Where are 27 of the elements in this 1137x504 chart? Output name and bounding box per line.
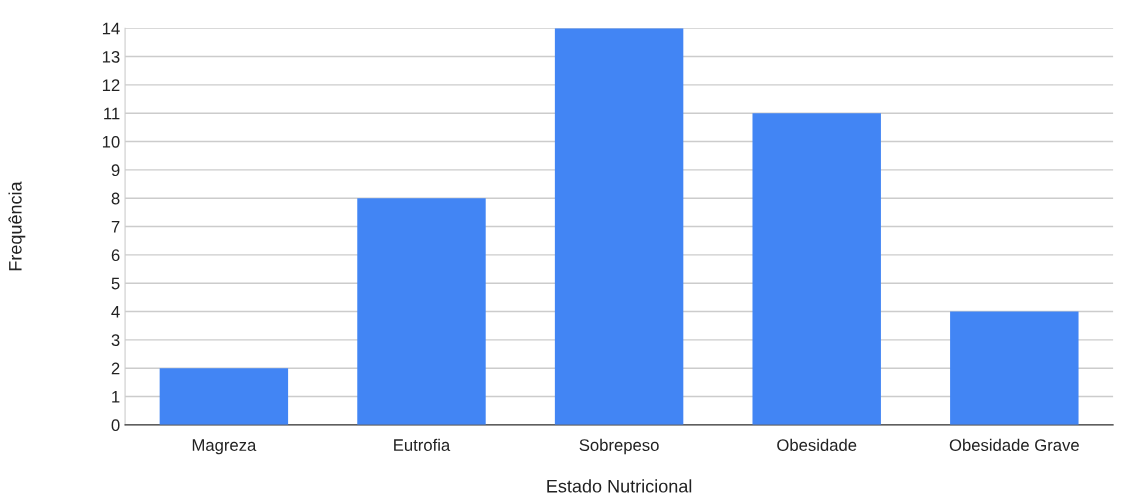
y-tick-label: 14 (102, 22, 120, 35)
y-tick-label: 13 (102, 50, 120, 63)
y-tick-label: 2 (111, 362, 120, 375)
y-tick-label: 12 (102, 79, 120, 91)
y-tick-label: 0 (111, 419, 120, 432)
x-tick-label: Obesidade Grave (949, 438, 1079, 451)
y-tick-label: 9 (111, 164, 120, 177)
y-tick-label: 11 (104, 107, 120, 120)
x-tick-label: Obesidade (777, 438, 857, 451)
y-tick-label: 1 (112, 391, 120, 403)
bar (159, 368, 289, 425)
x-tick-label: Magreza (192, 439, 257, 455)
y-tick-label: 8 (111, 192, 120, 205)
y-tick-label: 7 (111, 221, 120, 233)
x-tick-label: Sobrepeso (579, 438, 659, 455)
y-axis-title: Frequência (8, 181, 26, 271)
y-tick-label: 3 (111, 334, 120, 347)
y-tick-label: 5 (111, 277, 120, 290)
bar (752, 113, 881, 425)
bar (554, 28, 684, 425)
x-axis-title: Estado Nutricional (547, 479, 692, 493)
y-tick-label: 6 (111, 249, 120, 262)
bar (357, 198, 486, 425)
y-tick-label: 4 (111, 306, 120, 318)
y-tick-label: 10 (102, 135, 120, 148)
x-tick-label: Eutrofia (394, 438, 451, 451)
bar (950, 311, 1079, 425)
